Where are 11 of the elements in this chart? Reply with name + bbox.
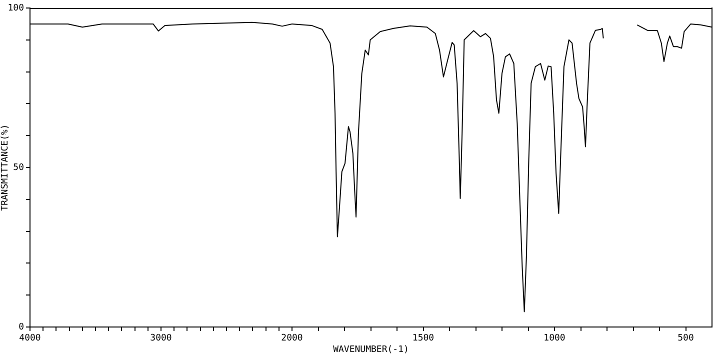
y-tick-label: 100 [8,3,24,14]
y-tick-label: 0 [18,322,24,332]
x-tick-label: 500 [678,334,694,344]
x-axis-title: WAVENUMBER(-1) [332,345,410,355]
y-axis-title: TRANSMITTANCE(%) [0,124,11,211]
y-tick-label: 50 [13,162,24,173]
x-tick-label: 1500 [412,334,434,344]
x-tick-label: 1000 [544,334,566,344]
x-tick-label: 3000 [150,334,172,344]
x-tick-label: 2000 [281,334,303,344]
x-tick-label: 4000 [19,334,41,344]
